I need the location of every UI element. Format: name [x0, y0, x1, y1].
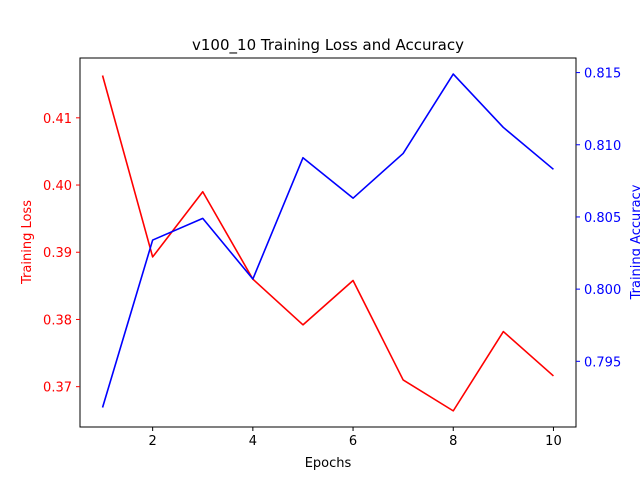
x-tick-label: 4 [249, 434, 257, 449]
training-loss-line [101, 75, 554, 412]
left-y-axis: 0.37 0.38 0.39 0.40 0.41 [43, 112, 80, 396]
x-axis: 2 4 6 8 10 [149, 427, 562, 449]
x-tick-label: 8 [449, 434, 457, 449]
right-tick-label: 0.800 [584, 283, 621, 298]
right-axis-label: Training Accuracy [629, 184, 640, 300]
left-tick-label: 0.41 [43, 112, 72, 127]
left-tick-label: 0.37 [43, 381, 72, 396]
left-tick-label: 0.38 [43, 313, 72, 328]
left-axis-label: Training Loss [20, 200, 35, 285]
series-lines [101, 73, 554, 412]
left-tick-label: 0.39 [43, 246, 72, 261]
right-tick-label: 0.810 [584, 139, 621, 154]
x-tick-label: 6 [349, 434, 357, 449]
right-tick-label: 0.815 [584, 67, 621, 82]
training-accuracy-line [101, 73, 554, 408]
left-tick-label: 0.40 [43, 179, 72, 194]
right-tick-label: 0.805 [584, 211, 621, 226]
chart-title: v100_10 Training Loss and Accuracy [192, 36, 464, 55]
x-axis-label: Epochs [305, 456, 352, 471]
right-y-axis: 0.795 0.800 0.805 0.810 0.815 [576, 67, 621, 370]
right-tick-label: 0.795 [584, 355, 621, 370]
plot-area [79, 57, 577, 428]
x-tick-label: 2 [149, 434, 157, 449]
x-tick-label: 10 [545, 434, 562, 449]
